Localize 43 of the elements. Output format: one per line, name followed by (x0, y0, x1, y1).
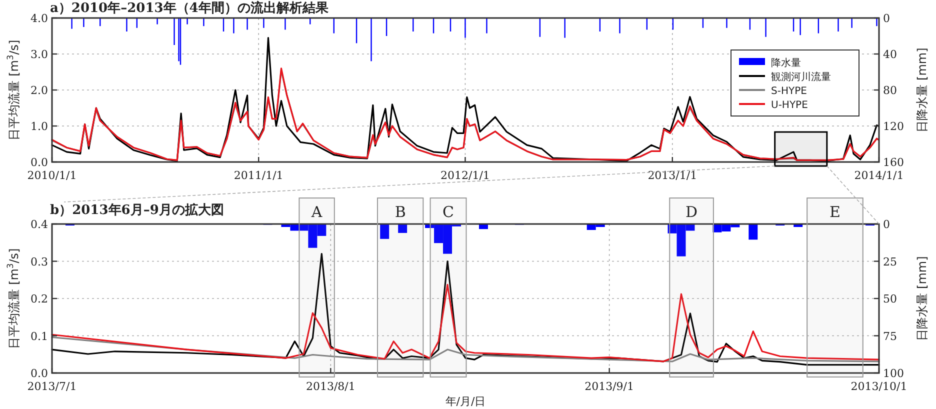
legend-label: 降水量 (771, 57, 801, 69)
y-tick-label: 2.0 (30, 84, 48, 97)
y-tick-label: 0.0 (30, 156, 48, 169)
y2-tick-label: 25 (883, 255, 897, 268)
x-tick-label: 2011/1/1 (234, 169, 284, 182)
y2-tick-label: 80 (883, 84, 897, 97)
x-tick-label: 2014/1/1 (854, 169, 904, 182)
band-label: C (442, 203, 454, 221)
x-tick-label: 2012/1/1 (440, 169, 490, 182)
y2-tick-label: 40 (883, 48, 897, 61)
y2-tick-label: 100 (883, 367, 904, 380)
x-tick-label: 2013/9/1 (584, 380, 634, 393)
band-label: A (310, 203, 322, 221)
chart-title: a）2010年–2013年（4年間）の流出解析結果 (50, 0, 330, 16)
legend-label: 観測河川流量 (771, 71, 831, 83)
x-tick-label: 2013/10/1 (850, 380, 908, 393)
band-label: E (830, 203, 840, 221)
y-tick-label: 3.0 (30, 48, 48, 61)
y2-axis-title: 日降水量 [mm] (915, 48, 929, 132)
y2-tick-label: 0 (883, 12, 890, 25)
y-tick-label: 1.0 (30, 120, 48, 133)
band-label: D (686, 203, 698, 221)
band-label: B (394, 203, 406, 221)
legend-label: U-HYPE (771, 100, 808, 111)
y2-tick-label: 50 (883, 292, 897, 306)
y2-tick-label: 75 (883, 330, 897, 343)
x-tick-label: 2013/8/1 (306, 380, 356, 393)
y2-tick-label: 0 (883, 218, 890, 231)
y-tick-label: 4.0 (30, 12, 48, 25)
legend-label: S-HYPE (771, 86, 807, 97)
x-axis-title: 年/月/日 (445, 395, 486, 408)
y2-tick-label: 160 (883, 156, 904, 169)
x-tick-label: 2013/1/1 (648, 169, 698, 182)
chart-title: b）2013年6月–9月の拡大図 (50, 202, 224, 218)
y-tick-label: 0.3 (30, 255, 48, 268)
y-tick-label: 0.4 (30, 218, 48, 231)
x-tick-label: 2013/7/1 (27, 380, 77, 393)
y2-tick-label: 120 (883, 120, 904, 133)
y-tick-label: 0.2 (30, 292, 48, 306)
y-tick-label: 0.1 (30, 330, 48, 343)
y2-axis-title: 日降水量 [mm] (915, 256, 929, 341)
x-tick-label: 2010/1/1 (27, 169, 77, 182)
y-tick-label: 0.0 (30, 367, 48, 380)
